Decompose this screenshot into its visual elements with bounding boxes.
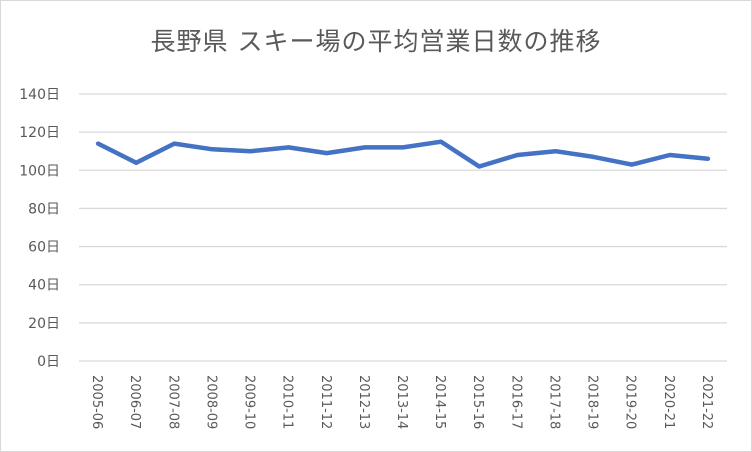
x-tick-label: 2019-20 xyxy=(623,375,638,429)
y-tick-label: 0日 xyxy=(37,354,60,370)
x-tick-label: 2010-11 xyxy=(280,375,295,429)
x-tick-label: 2009-10 xyxy=(242,375,257,429)
y-tick-label: 100日 xyxy=(19,163,60,179)
series-line xyxy=(95,139,711,169)
y-tick-label: 60日 xyxy=(28,240,60,256)
y-tick-label: 40日 xyxy=(28,278,60,294)
x-tick-label: 2012-13 xyxy=(356,375,371,429)
x-tick-label: 2013-14 xyxy=(394,375,409,429)
x-tick-label: 2015-16 xyxy=(470,375,485,429)
y-tick-label: 20日 xyxy=(28,316,60,332)
y-tick-label: 140日 xyxy=(19,87,60,103)
x-tick-label: 2016-17 xyxy=(508,375,523,429)
x-tick-label: 2006-07 xyxy=(127,375,142,429)
x-tick-label: 2007-08 xyxy=(165,375,180,429)
x-tick-label: 2014-15 xyxy=(432,375,447,429)
chart-title: 長野県 スキー場の平均営業日数の推移 xyxy=(150,27,602,56)
x-tick-label: 2020-21 xyxy=(661,375,676,429)
y-tick-label: 120日 xyxy=(19,125,60,141)
y-tick-label: 80日 xyxy=(28,201,60,217)
x-tick-label: 2008-09 xyxy=(203,375,218,429)
x-tick-label: 2017-18 xyxy=(546,375,561,429)
x-tick-label: 2018-19 xyxy=(585,375,600,429)
x-tick-label: 2021-22 xyxy=(699,375,714,429)
x-tick-label: 2011-12 xyxy=(318,375,333,429)
x-tick-label: 2005-06 xyxy=(89,375,104,429)
